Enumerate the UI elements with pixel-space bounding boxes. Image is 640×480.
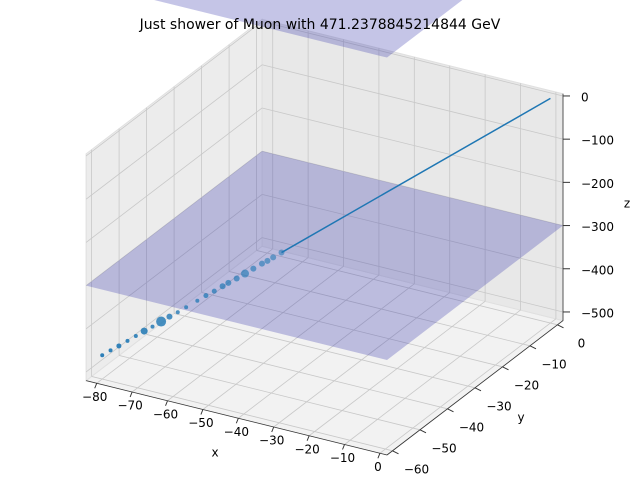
grid-line: [91, 376, 393, 452]
y-tick-label: −50: [431, 441, 456, 455]
grid-line: [262, 193, 564, 270]
x-tick-label: −30: [259, 434, 284, 448]
point: [100, 353, 105, 358]
grid-line: [256, 250, 558, 326]
tick-mark: [271, 426, 275, 433]
tick-mark: [377, 453, 381, 459]
grid-line: [262, 64, 564, 140]
z-tick-label: −300: [581, 220, 614, 234]
tick-mark: [392, 450, 399, 455]
z-tick-label: 0: [581, 90, 589, 104]
point: [211, 288, 217, 294]
x-tick-label: −10: [330, 451, 355, 465]
tick-mark: [200, 409, 204, 415]
point: [133, 333, 138, 338]
axis-line: [386, 320, 564, 456]
y-tick-label: 0: [578, 336, 586, 350]
grid-line: [174, 313, 476, 389]
tick-mark: [447, 408, 454, 413]
point: [150, 324, 155, 329]
grid-line: [262, 21, 564, 97]
z-tick-label: −200: [581, 177, 614, 191]
grid-line: [85, 64, 263, 200]
point: [258, 260, 265, 267]
x-tick-label: −50: [188, 416, 213, 430]
tick-mark: [342, 444, 345, 450]
point: [250, 265, 257, 272]
tick-mark: [419, 429, 427, 434]
tick-mark: [129, 391, 133, 398]
grid-line: [85, 194, 263, 330]
x-tick-label: −60: [153, 407, 178, 421]
tick-mark: [165, 400, 168, 406]
z-tick-label: −400: [581, 263, 614, 277]
axis-line: [86, 380, 388, 456]
grid-line: [262, 237, 564, 313]
point: [233, 275, 240, 282]
point: [166, 313, 173, 320]
point: [108, 348, 113, 353]
tick-mark: [235, 418, 239, 424]
grid-line: [262, 107, 564, 183]
point: [278, 249, 285, 256]
chart-title: Just shower of Muon with 471.23788452148…: [139, 17, 501, 33]
x-tick-label: −40: [224, 425, 249, 439]
grid-line: [85, 21, 263, 157]
grid-line: [119, 355, 421, 431]
z-axis-label: z: [624, 197, 630, 211]
tick-mark: [502, 366, 509, 371]
y-axis-label: y: [517, 411, 524, 425]
x-tick-label: −80: [82, 390, 107, 404]
x-tick-label: −70: [117, 399, 142, 413]
grid-line: [262, 150, 564, 226]
y-tick-label: −30: [486, 399, 511, 413]
point: [125, 338, 130, 343]
point: [195, 298, 200, 303]
grid-line: [85, 237, 263, 373]
point: [116, 343, 122, 349]
y-tick-label: −20: [514, 378, 539, 392]
grid-line: [85, 107, 263, 243]
y-tick-label: −10: [541, 357, 566, 371]
point: [241, 269, 250, 278]
grid-line: [201, 292, 503, 368]
x-tick-label: −20: [294, 442, 319, 456]
point: [140, 327, 148, 335]
point: [156, 316, 167, 327]
point: [225, 279, 232, 286]
grid-line: [229, 271, 531, 347]
tick-mark: [94, 383, 98, 389]
point: [219, 283, 226, 290]
z-tick-label: −500: [581, 306, 614, 320]
tick-mark: [474, 387, 482, 392]
y-tick-label: −60: [404, 462, 429, 476]
grid-line: [146, 334, 448, 410]
track-line: [281, 97, 551, 254]
point: [175, 310, 180, 315]
x-axis-label: x: [211, 446, 218, 460]
tick-mark: [557, 324, 564, 329]
tick-mark: [529, 345, 537, 350]
point: [184, 305, 189, 310]
grid-line: [85, 150, 263, 286]
plane: [86, 151, 563, 360]
point: [203, 293, 209, 299]
point: [270, 254, 277, 261]
z-tick-label: −100: [581, 134, 614, 148]
x-tick-label: 0: [374, 460, 382, 474]
point: [264, 257, 271, 264]
plane: [154, 0, 463, 58]
y-tick-label: −40: [459, 420, 484, 434]
tick-mark: [306, 435, 310, 441]
